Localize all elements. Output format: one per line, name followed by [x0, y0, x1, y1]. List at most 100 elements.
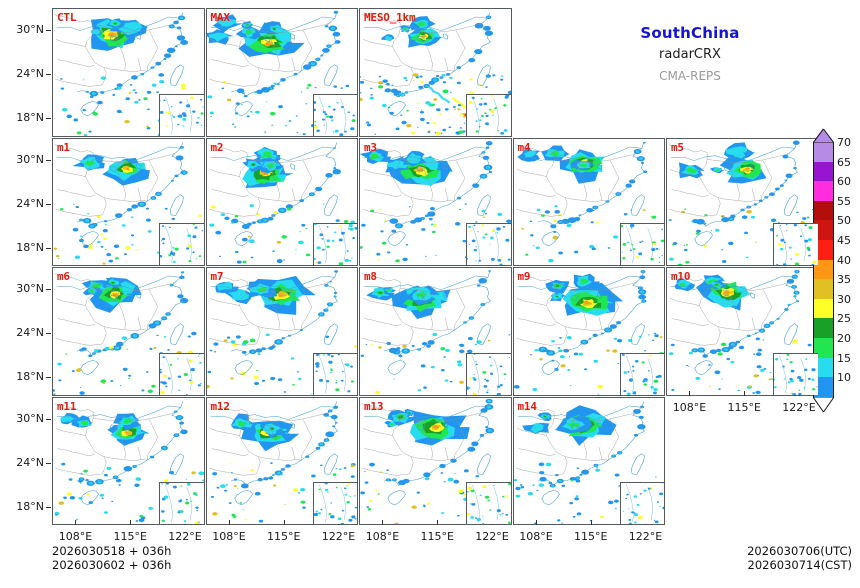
- y-axis-tick-mark: [46, 289, 51, 291]
- map-panel-m4[interactable]: m4: [512, 137, 665, 266]
- colorbar-segment: [813, 259, 834, 280]
- colorbar-tick-label: 40: [837, 253, 851, 267]
- map-panel-m6[interactable]: m6: [52, 267, 205, 396]
- south-china-sea-inset: [619, 352, 665, 395]
- x-axis-tick-mark: [75, 520, 77, 525]
- reflectivity-map: [513, 138, 664, 265]
- x-axis-tick-mark: [382, 520, 384, 525]
- y-axis-tick-mark: [46, 333, 51, 335]
- map-panel-m7[interactable]: m7: [205, 267, 358, 396]
- x-axis-tick-label: 122°E: [782, 400, 816, 414]
- x-axis-tick-label: 108°E: [212, 530, 246, 543]
- colorbar-segment: [813, 279, 834, 299]
- colorbar-segment: [813, 142, 834, 162]
- panel-label: m3: [364, 140, 377, 154]
- south-china-sea-inset: [619, 223, 665, 266]
- x-axis-tick-label: 115°E: [266, 530, 301, 543]
- south-china-sea-inset: [159, 482, 204, 525]
- x-axis-tick-label: 122°E: [628, 530, 663, 543]
- colorbar-under-arrow-outline: [812, 396, 835, 413]
- map-panel-m13[interactable]: m13: [359, 396, 512, 525]
- colorbar-segment: [813, 337, 834, 358]
- y-axis-tick-mark: [46, 377, 51, 379]
- map-panel-m2[interactable]: m2: [205, 137, 358, 266]
- figure-model: CMA-REPS: [659, 69, 721, 83]
- y-axis-tick-mark: [46, 74, 51, 76]
- map-panel-m3[interactable]: m3: [359, 137, 512, 266]
- figure-variable: radarCRX: [659, 47, 721, 62]
- reflectivity-map: [360, 138, 511, 265]
- reflectivity-map: [53, 138, 204, 265]
- map-panel-m8[interactable]: m8: [359, 267, 512, 396]
- south-china-sea-inset: [466, 93, 511, 136]
- y-axis-tick-label: 30°N: [16, 152, 44, 166]
- y-axis-tick-mark: [46, 506, 51, 508]
- colorbar-tick-label: 15: [837, 351, 851, 365]
- colorbar-tick-label: 25: [837, 312, 851, 326]
- map-panel-m10[interactable]: m10: [666, 267, 819, 396]
- x-axis-tick-mark: [535, 520, 537, 525]
- x-axis-tick-mark: [283, 520, 285, 525]
- x-axis-tick-label: 122°E: [168, 530, 202, 543]
- map-panel-m9[interactable]: m9: [512, 267, 665, 396]
- south-china-sea-inset: [159, 93, 204, 136]
- map-panel-meso_1km[interactable]: MESO_1km: [359, 8, 512, 137]
- reflectivity-map: [206, 9, 357, 136]
- reflectivity-map: [53, 9, 204, 136]
- map-panel-m14[interactable]: m14: [512, 396, 665, 525]
- south-china-sea-inset: [773, 352, 818, 395]
- y-axis-tick-label: 24°N: [16, 67, 44, 81]
- south-china-sea-inset: [619, 482, 665, 525]
- panel-label: MAX: [210, 11, 230, 24]
- x-axis-tick-mark: [437, 520, 439, 525]
- map-panel-m11[interactable]: m11: [52, 396, 205, 525]
- panel-label: m10: [671, 270, 691, 283]
- x-axis-tick-label: 108°E: [519, 530, 553, 543]
- y-axis-tick-label: 24°N: [16, 326, 44, 340]
- x-axis-tick-label: 115°E: [573, 530, 608, 543]
- y-axis-tick-label: 30°N: [16, 282, 44, 296]
- figure-header: SouthChina radarCRX CMA-REPS: [560, 22, 820, 86]
- south-china-sea-inset: [159, 223, 204, 266]
- reflectivity-map: [513, 397, 664, 524]
- south-china-sea-inset: [312, 482, 358, 525]
- south-china-sea-inset: [312, 223, 358, 266]
- x-axis-tick-label: 108°E: [365, 530, 400, 543]
- south-china-sea-inset: [466, 482, 511, 525]
- map-panel-m12[interactable]: m12: [205, 396, 358, 525]
- colorbar-segment: [813, 318, 834, 338]
- panel-label: m6: [57, 270, 70, 283]
- colorbar-segment: [813, 181, 834, 201]
- panel-label: m1: [57, 140, 70, 154]
- panel-label: m13: [364, 399, 384, 413]
- x-axis-tick-label: 122°E: [475, 530, 509, 543]
- y-axis-tick-mark: [46, 462, 51, 464]
- x-axis-tick-label: 115°E: [727, 400, 761, 414]
- x-axis-tick-mark: [228, 520, 230, 525]
- south-china-sea-inset: [159, 352, 204, 395]
- x-axis-tick-label: 122°E: [321, 530, 356, 543]
- map-panel-m5[interactable]: m5: [666, 137, 819, 266]
- colorbar: [812, 128, 835, 413]
- south-china-sea-inset: [312, 352, 358, 395]
- map-panel-max[interactable]: MAX: [205, 8, 358, 137]
- figure-title: SouthChina: [640, 24, 740, 42]
- colorbar-tick-label: 10: [837, 371, 851, 385]
- y-axis-tick-label: 18°N: [16, 499, 44, 513]
- map-panel-ctl[interactable]: CTL: [52, 8, 205, 137]
- y-axis-tick-label: 18°N: [16, 370, 44, 384]
- map-panel-m1[interactable]: m1: [52, 137, 205, 266]
- panel-label: m14: [517, 399, 537, 413]
- panel-label: MESO_1km: [364, 11, 416, 24]
- colorbar-tick-label: 20: [837, 332, 851, 345]
- y-axis-tick-label: 24°N: [16, 196, 44, 210]
- y-axis-tick-label: 30°N: [16, 23, 44, 37]
- colorbar-tick-label: 50: [837, 214, 851, 228]
- y-axis-tick-mark: [46, 247, 51, 249]
- colorbar-segment: [813, 200, 834, 221]
- colorbar-segment: [813, 161, 834, 182]
- panel-label: m11: [57, 399, 77, 413]
- colorbar-over-arrow-outline: [812, 128, 835, 144]
- x-axis-tick-mark: [130, 520, 132, 525]
